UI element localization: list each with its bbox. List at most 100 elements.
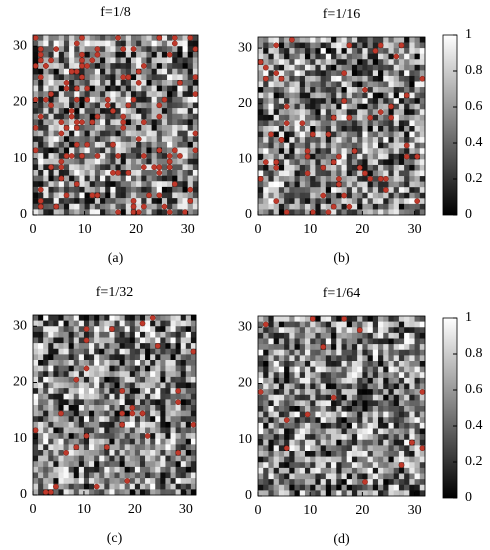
pixel: [304, 338, 311, 345]
pixel: [278, 377, 285, 384]
pixel: [404, 327, 410, 334]
pixel: [367, 456, 374, 463]
pixel: [33, 108, 39, 115]
pixel: [310, 462, 316, 469]
pixel: [367, 383, 374, 390]
pixel: [151, 35, 158, 41]
pixel: [310, 490, 316, 497]
pixel: [84, 198, 91, 205]
pixel: [177, 186, 183, 193]
pixel: [299, 92, 306, 99]
pixel: [294, 114, 301, 121]
site-dot: [346, 42, 353, 49]
pixel: [315, 406, 321, 412]
pixel: [165, 371, 171, 378]
pixel: [125, 51, 132, 58]
pixel: [99, 461, 105, 468]
pixel: [100, 147, 106, 154]
pixel: [414, 81, 421, 88]
pixel: [284, 170, 290, 177]
pixel: [263, 338, 269, 345]
pixel: [367, 434, 374, 441]
pixel: [94, 170, 101, 176]
pixel: [190, 399, 197, 406]
site-dot: [149, 314, 156, 321]
pixel: [139, 444, 146, 451]
pixel: [38, 147, 44, 154]
pixel: [145, 410, 151, 417]
pixel: [310, 411, 316, 418]
pixel: [351, 75, 358, 82]
pixel: [48, 393, 54, 400]
pixel: [383, 114, 389, 121]
pixel: [43, 478, 49, 485]
pixel: [156, 181, 163, 188]
pixel: [304, 445, 311, 452]
pixel: [367, 327, 374, 334]
site-dot: [283, 417, 290, 423]
pixel: [53, 141, 60, 148]
pixel: [53, 489, 59, 496]
pixel: [289, 316, 295, 322]
pixel: [409, 75, 415, 82]
pixel: [187, 96, 194, 103]
pixel: [43, 108, 49, 115]
pixel: [325, 456, 332, 463]
pixel: [341, 332, 348, 339]
pixel: [304, 366, 311, 373]
pixel: [58, 416, 64, 423]
pixel: [78, 455, 85, 462]
pixel: [48, 113, 54, 120]
pixel: [170, 444, 176, 451]
pixel: [372, 92, 379, 99]
pixel: [294, 456, 301, 463]
pixel: [409, 98, 415, 105]
pixel: [341, 59, 348, 66]
pixel: [393, 59, 400, 66]
pixel: [258, 87, 264, 93]
pixel: [268, 332, 274, 339]
site-dot: [115, 209, 121, 216]
pixel: [73, 405, 80, 411]
pixel: [38, 472, 44, 479]
pixel: [320, 377, 327, 384]
pixel: [404, 64, 410, 71]
pixel: [383, 484, 389, 491]
pixel: [393, 92, 400, 99]
pixel: [362, 456, 368, 463]
pixel: [175, 405, 182, 411]
pixel: [409, 192, 415, 199]
pixel: [63, 326, 69, 333]
pixel: [33, 158, 39, 165]
pixel: [38, 343, 44, 350]
pixel: [331, 479, 337, 486]
pixel: [43, 331, 49, 338]
pixel: [258, 81, 264, 88]
pixel: [414, 126, 421, 132]
pixel: [378, 81, 384, 88]
pixel: [130, 153, 137, 160]
pixel: [63, 46, 70, 53]
pixel: [357, 42, 363, 49]
pixel: [268, 148, 274, 155]
site-dot: [79, 57, 85, 64]
pixel: [419, 456, 426, 463]
site-dot: [104, 96, 111, 103]
pixel: [185, 438, 192, 445]
pixel: [310, 170, 316, 177]
pixel: [336, 131, 342, 138]
pixel: [289, 137, 295, 143]
pixel: [134, 393, 141, 400]
pixel: [33, 209, 39, 216]
pixel: [89, 108, 96, 115]
pixel: [341, 75, 348, 82]
pixel: [404, 131, 410, 138]
pixel: [115, 113, 121, 120]
pixel: [69, 136, 75, 143]
pixel: [68, 337, 75, 344]
pixel: [404, 349, 410, 356]
pixel: [182, 80, 188, 86]
pixel: [357, 394, 363, 401]
noise-texture: [32, 314, 197, 496]
pixel: [58, 63, 65, 70]
